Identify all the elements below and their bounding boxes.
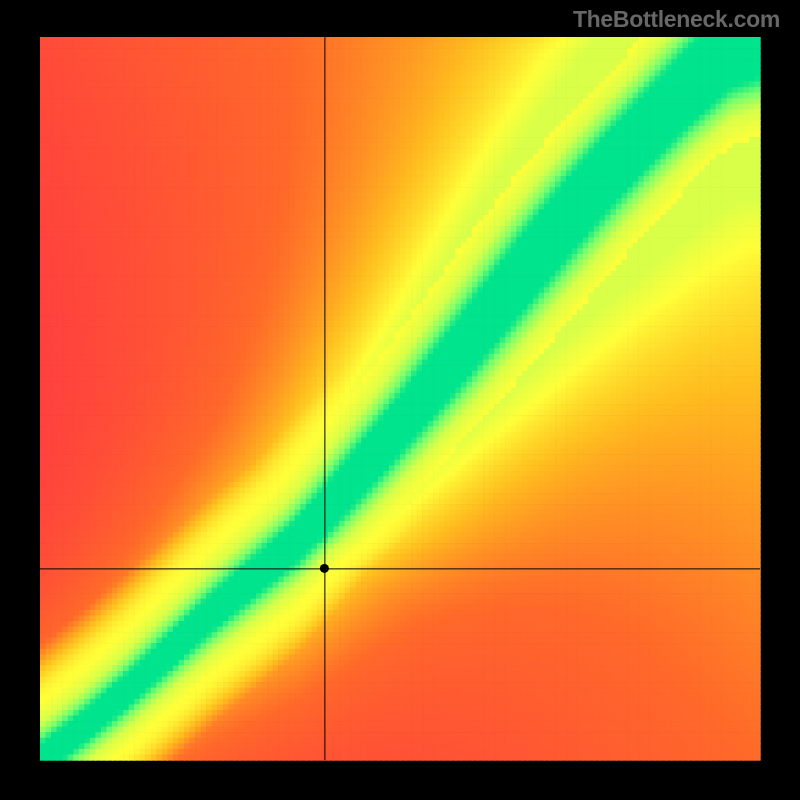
chart-container: TheBottleneck.com bbox=[0, 0, 800, 800]
watermark-text: TheBottleneck.com bbox=[573, 6, 780, 33]
bottleneck-heatmap bbox=[0, 0, 800, 800]
